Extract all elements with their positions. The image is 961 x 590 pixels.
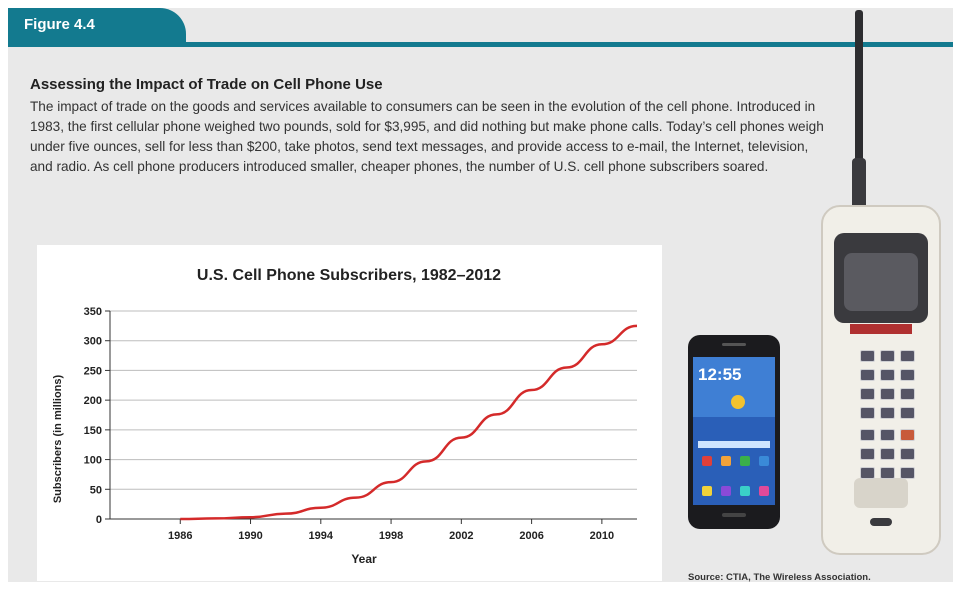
keypad-key xyxy=(900,388,915,400)
app-icon xyxy=(721,486,731,496)
x-tick-label: 1994 xyxy=(309,530,334,542)
y-tick-label: 150 xyxy=(84,425,102,437)
keypad-key xyxy=(880,407,895,419)
app-icon xyxy=(702,486,712,496)
chart-panel: U.S. Cell Phone Subscribers, 1982–2012 0… xyxy=(37,245,662,581)
x-tick-label: 1986 xyxy=(168,530,192,542)
app-icon xyxy=(759,486,769,496)
keypad-key xyxy=(900,467,915,479)
y-tick-label: 0 xyxy=(96,514,102,526)
x-axis-label: Year xyxy=(351,552,377,566)
keypad-key xyxy=(860,388,875,400)
y-tick-label: 100 xyxy=(84,455,102,467)
keypad-key xyxy=(900,369,915,381)
x-tick-label: 2010 xyxy=(590,530,614,542)
app-icon xyxy=(740,456,750,466)
series-line xyxy=(180,324,638,521)
x-tick-label: 1990 xyxy=(238,530,262,542)
figure-tab: Figure 4.4 xyxy=(8,8,186,42)
chart-title: U.S. Cell Phone Subscribers, 1982–2012 xyxy=(197,267,501,284)
x-tick-label: 2002 xyxy=(449,530,473,542)
keypad-key xyxy=(860,407,875,419)
keypad-key xyxy=(860,448,875,460)
keypad-key xyxy=(900,407,915,419)
smartphone-clock: 12:55 xyxy=(698,365,742,384)
keypad-key xyxy=(860,429,875,441)
chart-grid xyxy=(110,310,637,490)
app-icon xyxy=(740,486,750,496)
app-icon xyxy=(702,456,712,466)
app-icon xyxy=(721,456,731,466)
x-axis: 1986 1990 1994 1998 2002 2006 2010 xyxy=(110,518,637,542)
y-tick-label: 300 xyxy=(84,336,102,348)
keypad-key xyxy=(880,429,895,441)
keypad-key xyxy=(880,467,895,479)
line-chart: U.S. Cell Phone Subscribers, 1982–2012 0… xyxy=(52,267,638,566)
keypad-key xyxy=(880,448,895,460)
keypad-key xyxy=(860,369,875,381)
keypad-key xyxy=(880,388,895,400)
keypad-key xyxy=(880,350,895,362)
y-axis-label: Subscribers (in millions) xyxy=(52,374,64,503)
figure-body-text: The impact of trade on the goods and ser… xyxy=(30,99,824,174)
header-rule xyxy=(8,42,953,47)
x-tick-label: 2006 xyxy=(519,530,543,542)
y-tick-label: 350 xyxy=(84,306,102,318)
source-note: Source: CTIA, The Wireless Association. xyxy=(688,572,871,582)
y-tick-label: 200 xyxy=(84,395,102,407)
app-icon xyxy=(759,456,769,466)
keypad-key xyxy=(860,350,875,362)
figure-frame: Figure 4.4 Assessing the Impact of Trade… xyxy=(8,8,953,582)
chart-series xyxy=(180,324,638,521)
y-tick-label: 250 xyxy=(84,365,102,377)
figure-heading: Assessing the Impact of Trade on Cell Ph… xyxy=(30,76,383,93)
y-tick-label: 50 xyxy=(90,484,102,496)
figure-label: Figure 4.4 xyxy=(24,16,95,33)
keypad-key xyxy=(880,369,895,381)
x-tick-label: 1998 xyxy=(379,530,403,542)
smartphone-image xyxy=(688,335,780,529)
keypad-key xyxy=(860,467,875,479)
keypad-key xyxy=(900,429,915,441)
y-axis: 0 50 100 150 200 250 300 350 xyxy=(84,306,111,526)
keypad-key xyxy=(900,350,915,362)
keypad-key xyxy=(900,448,915,460)
